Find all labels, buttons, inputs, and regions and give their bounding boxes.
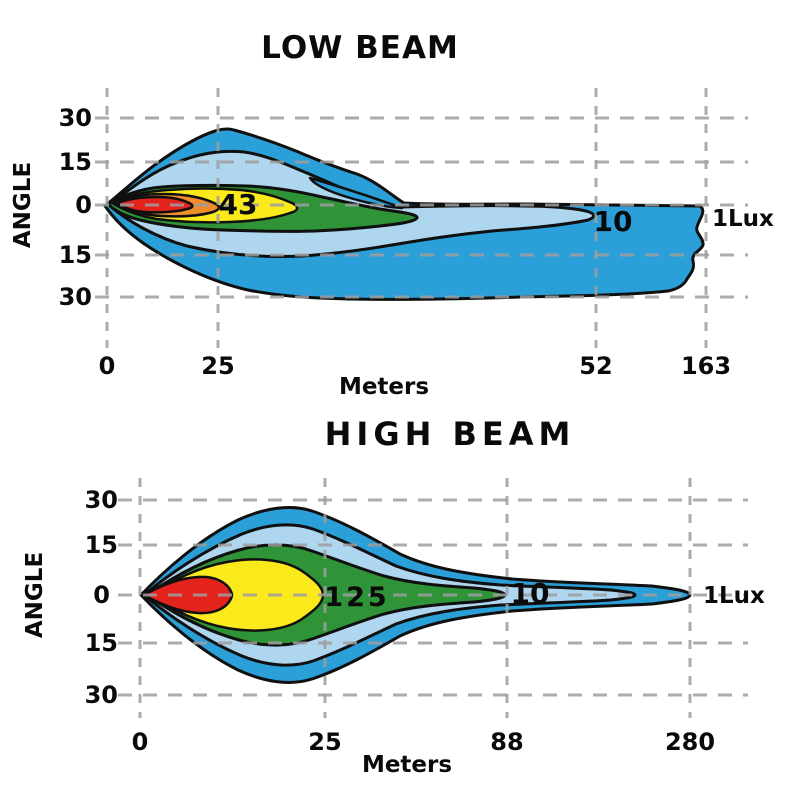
high-beam-y-axis: 30 15 0 15 30 ANGLE <box>22 486 118 709</box>
low-xtick-0: 0 <box>99 352 116 380</box>
low-ytick-15-bottom: 15 <box>59 241 92 269</box>
high-beam-chart: HIGH BEAM 30 15 0 15 30 ANGLE 0 25 88 28… <box>22 415 765 778</box>
high-ytick-30-top: 30 <box>85 486 118 514</box>
high-beam-title: HIGH BEAM <box>325 415 576 453</box>
high-xtick-88: 88 <box>490 728 523 756</box>
high-label-1lux: 1Lux <box>703 583 765 609</box>
high-xtick-25: 25 <box>308 728 341 756</box>
low-ytick-0: 0 <box>75 191 92 219</box>
low-ytick-15-top: 15 <box>59 148 92 176</box>
low-xlabel-meters: Meters <box>339 374 429 400</box>
high-xtick-0: 0 <box>132 728 149 756</box>
high-ylabel-angle: ANGLE <box>22 552 48 638</box>
high-beam-x-axis: 0 25 88 280 Meters <box>132 728 715 778</box>
high-ytick-30-bottom: 30 <box>85 681 118 709</box>
low-label-10: 10 <box>594 205 633 238</box>
low-xtick-163: 163 <box>681 352 731 380</box>
high-label-125: 125 <box>324 582 389 613</box>
low-beam-contour-labels: 43 10 1Lux <box>219 188 775 238</box>
low-beam-title: LOW BEAM <box>261 30 459 66</box>
high-beam-gridlines <box>118 478 748 718</box>
high-ytick-0: 0 <box>93 581 110 609</box>
high-ytick-15-bottom: 15 <box>85 629 118 657</box>
high-ytick-15-top: 15 <box>85 531 118 559</box>
low-xtick-52: 52 <box>579 352 612 380</box>
low-ytick-30-top: 30 <box>59 104 92 132</box>
low-beam-gridlines <box>95 88 748 348</box>
low-label-43: 43 <box>219 188 258 221</box>
high-label-10: 10 <box>511 577 550 610</box>
high-beam-contour-labels: 125 10 1Lux <box>324 577 765 613</box>
high-xtick-280: 280 <box>665 728 715 756</box>
low-label-1lux: 1Lux <box>712 206 774 232</box>
low-ylabel-angle: ANGLE <box>10 162 36 248</box>
low-beam-chart: LOW BEAM 30 15 0 15 30 ANGLE 0 25 52 163… <box>10 30 775 400</box>
low-beam-y-axis: 30 15 0 15 30 ANGLE <box>10 104 92 311</box>
low-beam-x-axis: 0 25 52 163 Meters <box>99 352 731 400</box>
low-ytick-30-bottom: 30 <box>59 283 92 311</box>
high-xlabel-meters: Meters <box>362 752 452 778</box>
low-xtick-25: 25 <box>201 352 234 380</box>
